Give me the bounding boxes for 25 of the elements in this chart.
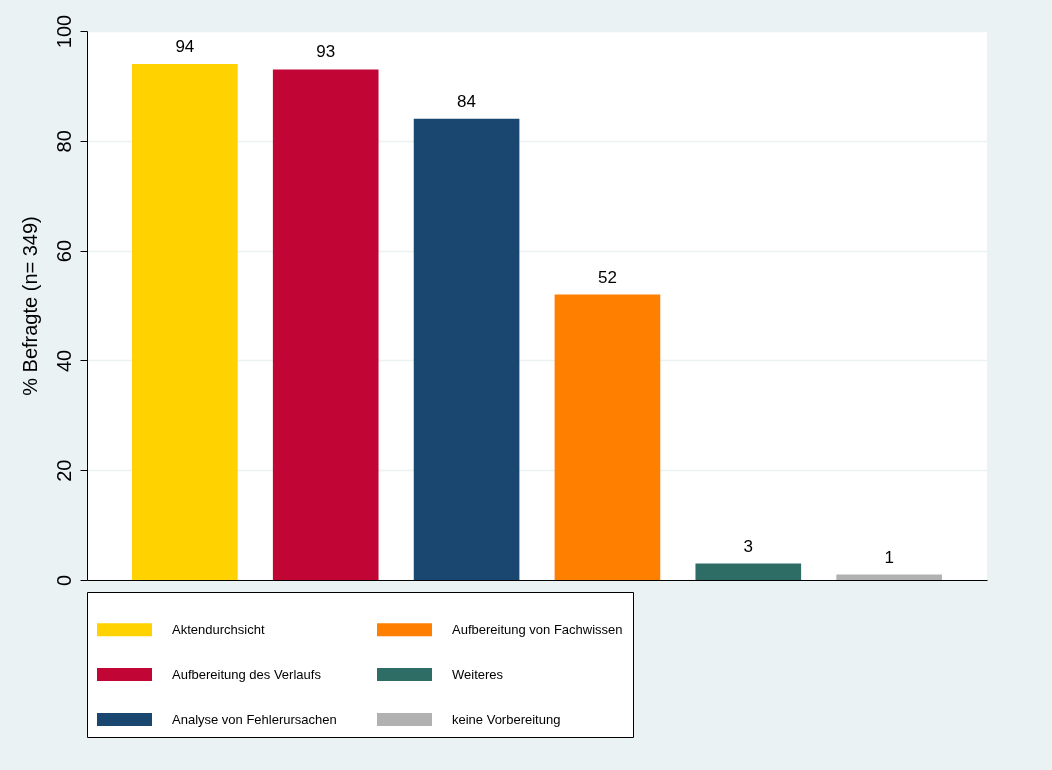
bar [272,69,379,580]
data-label: 84 [457,91,477,111]
bar [132,63,238,580]
y-tick-label: 100 [52,14,75,49]
y-axis-title: % Befragte (n= 349) [18,216,41,396]
y-tick-label: 60 [52,239,75,263]
legend-label: Analyse von Fehlerursachen [172,711,337,727]
bar [554,294,661,580]
legend-label: Weiteres [452,666,504,682]
data-label: 94 [175,36,195,56]
data-label: 52 [597,267,617,287]
data-label: 1 [884,547,894,567]
legend-label: Aufbereitung von Fachwissen [452,621,623,637]
data-label: 93 [316,42,336,62]
y-tick-label: 80 [52,130,75,153]
legend-label: keine Vorbereitung [452,711,561,727]
y-tick-label: 20 [52,459,75,482]
y-tick-label: 0 [52,574,75,587]
bar [836,574,942,580]
bar [413,118,520,580]
y-tick-label: 40 [52,349,75,373]
legend-label: Aufbereitung des Verlaufs [172,666,322,682]
data-label: 3 [743,536,754,556]
legend-label: Aktendurchsicht [172,621,265,637]
bar [695,563,802,580]
